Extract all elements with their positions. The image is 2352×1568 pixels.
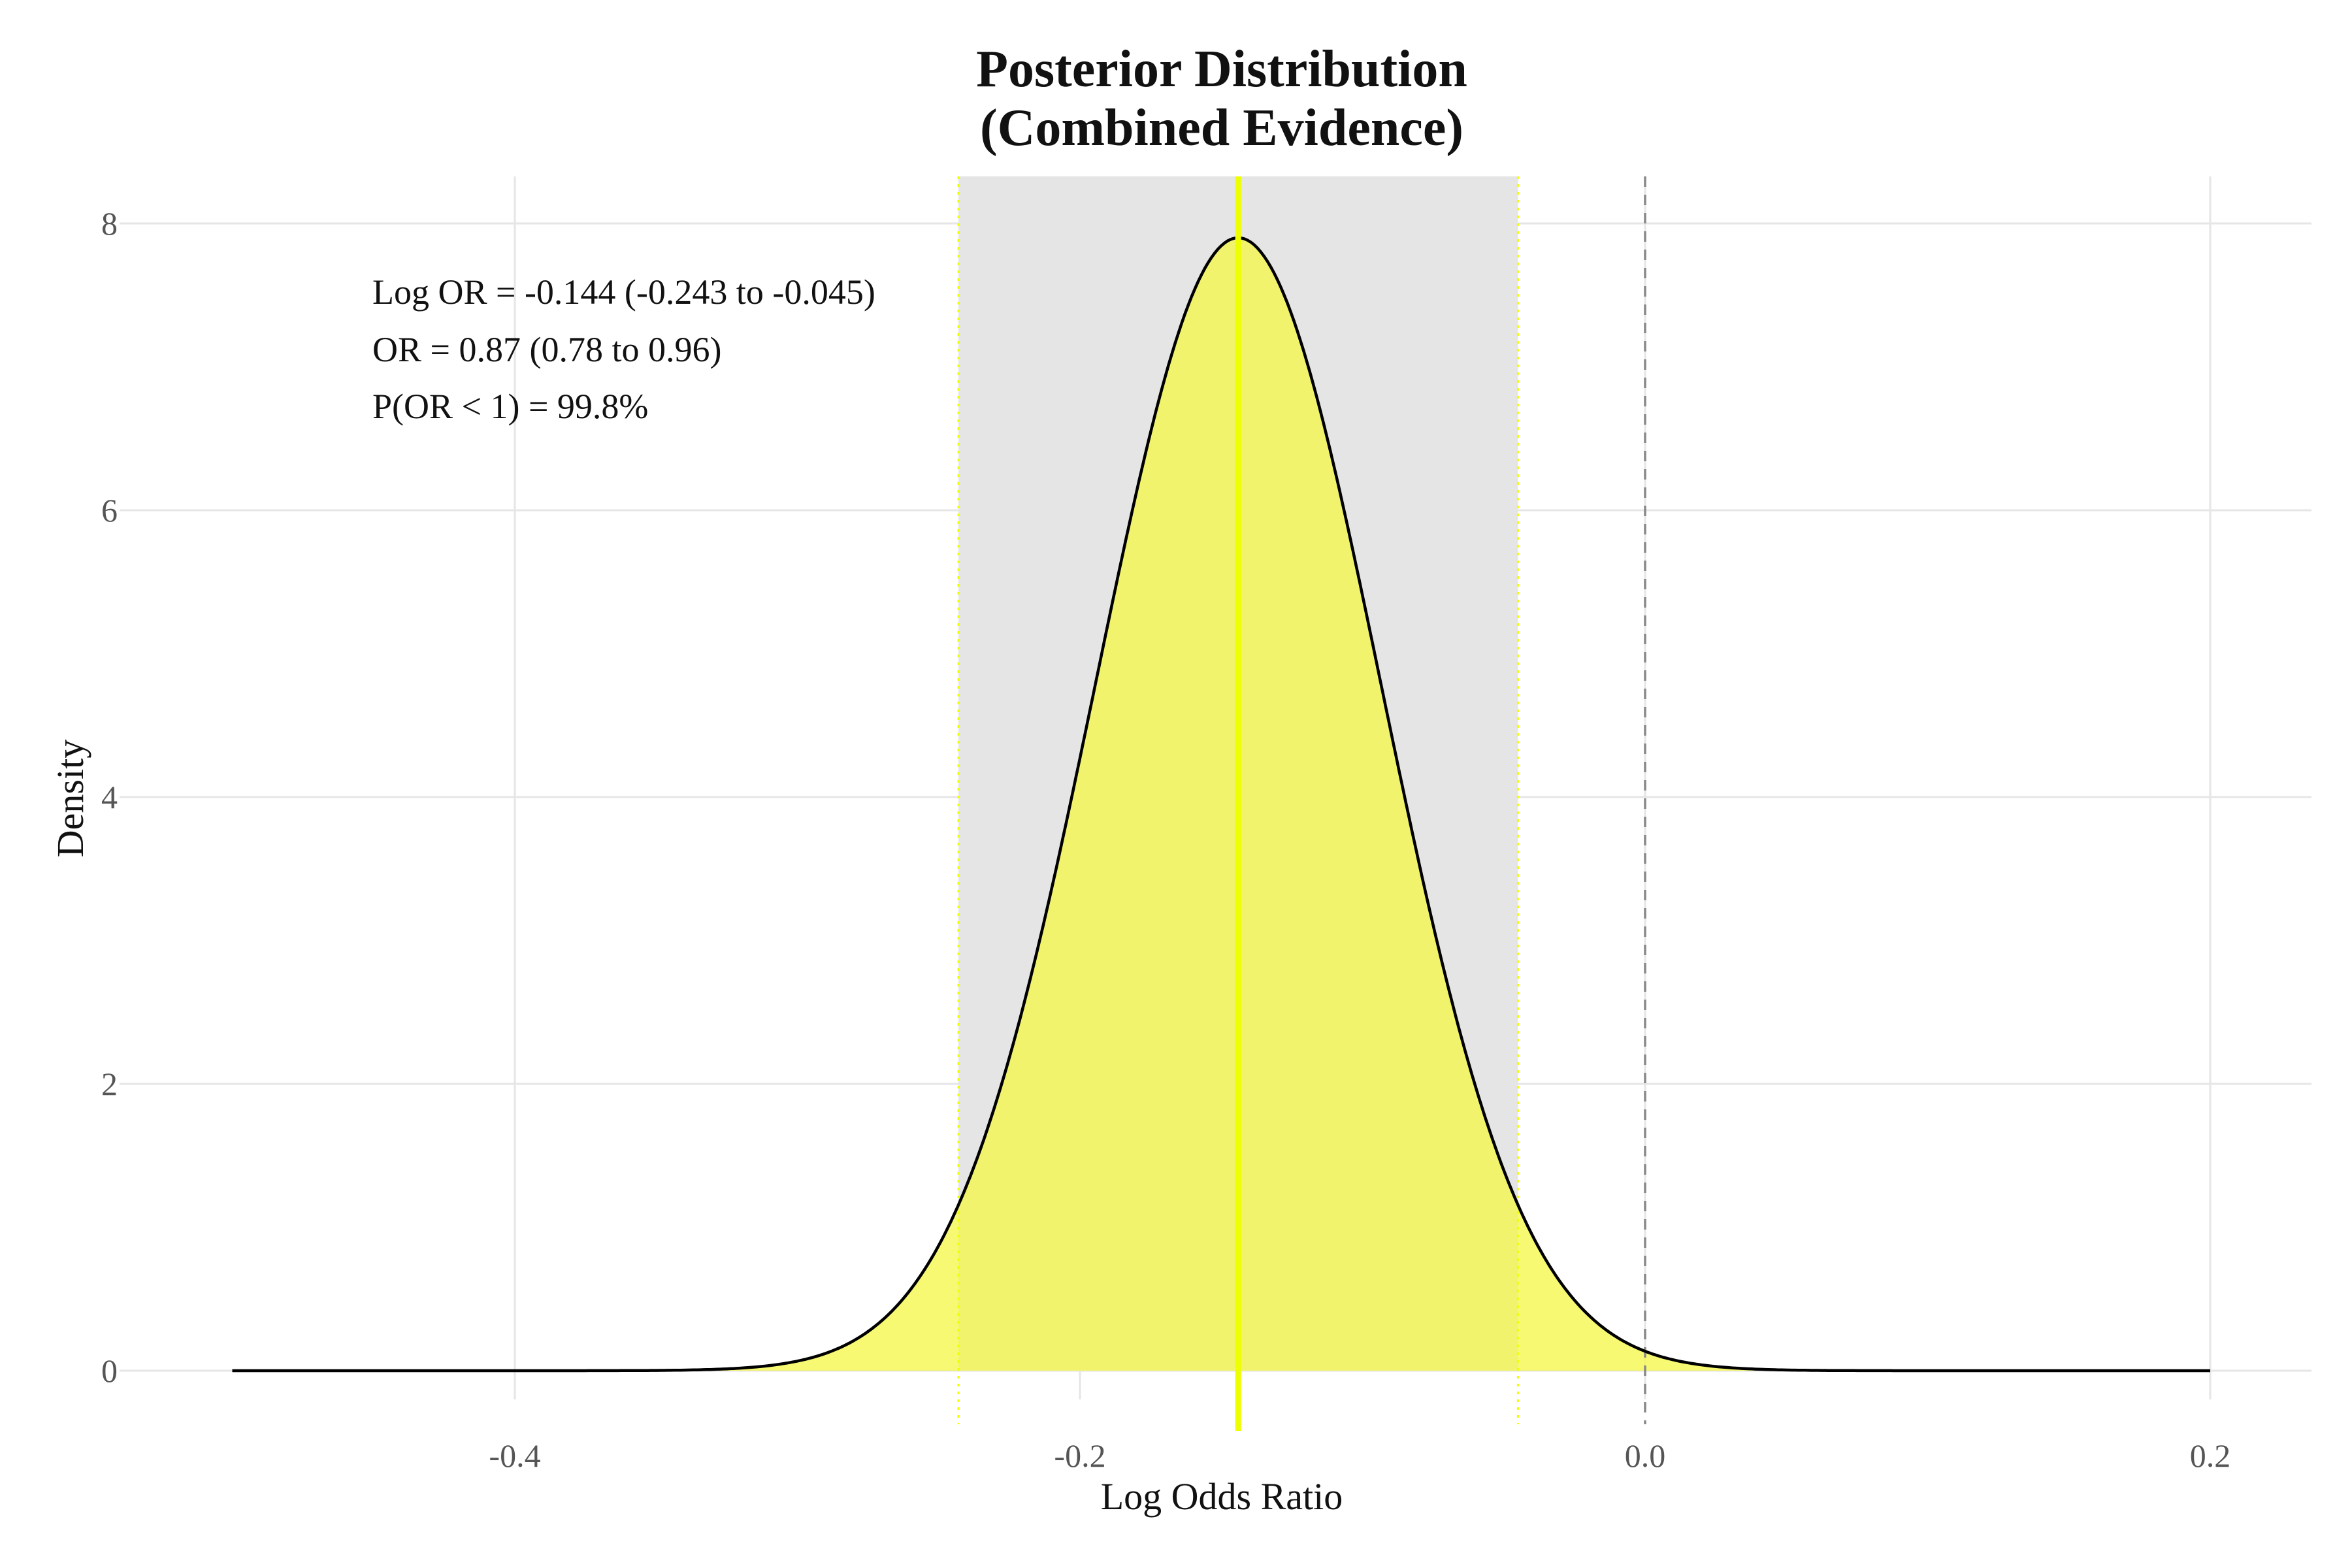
density-area <box>232 238 2210 1371</box>
y-tick-label: 8 <box>101 205 118 242</box>
x-axis-ticks: -0.4 -0.2 0.0 0.2 <box>489 1437 2230 1474</box>
annotation-or: OR = 0.87 (0.78 to 0.96) <box>372 330 721 369</box>
y-axis-label: Density <box>49 740 91 857</box>
x-axis-label: Log Odds Ratio <box>1101 1475 1343 1518</box>
chart-title-line-2: (Combined Evidence) <box>980 99 1463 157</box>
x-tick-label: -0.2 <box>1054 1437 1105 1474</box>
y-tick-label: 2 <box>101 1066 118 1102</box>
x-tick-label: 0.2 <box>2190 1437 2231 1474</box>
y-tick-label: 0 <box>101 1352 118 1389</box>
x-tick-label: -0.4 <box>489 1437 540 1474</box>
annotation-log-or: Log OR = -0.144 (-0.243 to -0.045) <box>372 272 875 312</box>
x-tick-label: 0.0 <box>1625 1437 1666 1474</box>
y-tick-label: 6 <box>101 492 118 529</box>
density-curve <box>232 236 2210 1373</box>
chart-title-line-1: Posterior Distribution <box>976 41 1467 98</box>
y-tick-label: 4 <box>101 779 118 815</box>
annotation-probability: P(OR < 1) = 99.8% <box>372 387 648 426</box>
y-axis-ticks: 0 2 4 6 8 <box>101 205 118 1389</box>
